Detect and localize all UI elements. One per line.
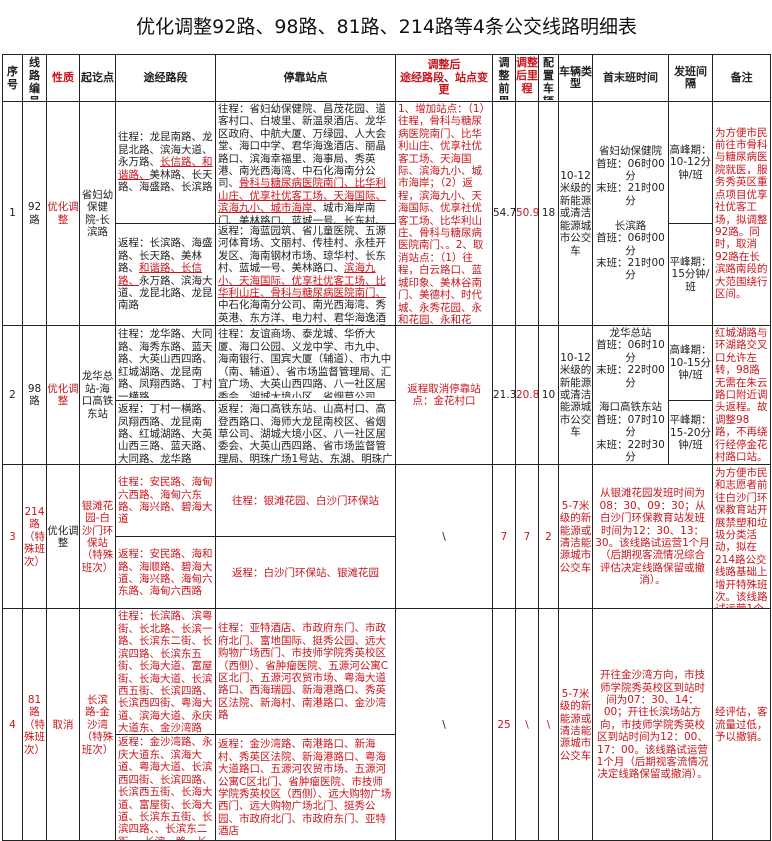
cell-remark: 为方便市民和志愿者前往白沙门环保教育站开展禁塑和垃圾分类活动，拟在214路公交线…	[711, 464, 772, 610]
cell-endpoints: 省妇幼保健院-长滨路	[79, 101, 116, 326]
cell-stops-back: 返程：金沙湾路、南港路口、新海村、秀英区法院、新海港路口、粤海大道路口、五源河农…	[215, 734, 396, 841]
cell-vehicle-type: 5-7米级的新能源或清洁能源城市公交车	[558, 464, 593, 610]
cell-remark: 为方便市民前往市骨科与糖尿病医院就医，服务秀英区重点项目优享社优客工场，拟调整9…	[711, 101, 772, 326]
cell-interval-off: 平峰期：15分钟/班	[668, 223, 713, 326]
header-row: 序号 线路编号 性质 起讫点 途经路段 停靠站点 调整后 途经路段、站点变更 调…	[2, 54, 772, 102]
cell-stops-back: 返程：海口高铁东站、山高村口、高登西路口、海师大龙昆南校区、省烟草公司、湖城大境…	[215, 399, 396, 466]
header-interval: 发班间隔	[668, 54, 713, 102]
cell-nature: 优化调整	[46, 464, 80, 610]
header-route: 途经路段	[115, 54, 216, 102]
cell-len-before: 54.73	[492, 101, 516, 326]
cell-len-after: 50.93	[515, 101, 539, 326]
cell-vehicles: 10	[538, 324, 559, 466]
cell-stops-out: 往程：亚特酒店、市政府东门、市政府北门、富地国际、挺秀公园、远大购物广场西门、市…	[215, 608, 396, 736]
header-vehicles: 配置车辆	[538, 54, 559, 102]
cell-vehicle-type: 10-12米级的新能源或清洁能源城市公交车	[558, 324, 593, 466]
cell-len-after: 20.81	[515, 324, 539, 466]
cell-times: 开往金沙湾方向，市技师学院秀英校区到站时间为07：30、14：00；开往长滨场站…	[592, 608, 713, 841]
cell-vehicles: \	[538, 608, 559, 841]
cell-nature: 优化调整	[46, 324, 80, 466]
table-row: 3 214路（特殊班次） 优化调整 银滩花园-白沙门环保站（特殊班次） 往程：安…	[2, 464, 772, 610]
cell-endpoints: 银滩花园-白沙门环保站（特殊班次）	[79, 464, 116, 610]
cell-nature: 优化调整	[46, 101, 80, 326]
cell-adjust: \	[395, 464, 493, 610]
header-len-before: 调整前里程	[492, 54, 516, 102]
cell-len-after: \	[515, 608, 539, 841]
cell-interval-off: 平峰期：15-20分钟/班	[668, 399, 713, 466]
table-row-return: 返程：长滨路、海盛路、长天路、美林路、和谐路、长信路、永万路、滨海大道、龙昆北路…	[3, 223, 771, 326]
cell-line: 81路（特殊班次）	[22, 608, 47, 841]
cell-len-after: 7	[515, 464, 539, 610]
header-remark: 备注	[711, 54, 772, 102]
cell-route-back: 返程：金沙湾路、永庆大道东、滨海大道、粤海大道、长滨西四街、长滨四路、长滨西五街…	[115, 734, 216, 841]
cell-endpoints: 龙华总站-海口高铁东站	[79, 324, 116, 466]
table-row: 1 92路 优化调整 省妇幼保健院-长滨路 往程：龙昆南路、龙昆北路、滨海大道、…	[2, 101, 772, 326]
cell-route-back: 返程：丁村一横路、凤翔西路、龙昆南路、红城湖路、大英山西三路、蓝天路、大同路、龙…	[115, 399, 216, 466]
cell-times: 龙华总站 首班：06时10分 末班：22时00分 海口高铁东站 首班：07时10…	[592, 324, 669, 466]
header-len-after: 调整后里程	[515, 54, 539, 102]
table-row-return: 返程：丁村一横路、凤翔西路、龙昆南路、红城湖路、大英山西三路、蓝天路、大同路、龙…	[3, 399, 771, 466]
header-stops: 停靠站点	[215, 54, 396, 102]
header-vehicle-type: 车辆类型	[558, 54, 593, 102]
table-row-return: 返程：安民路、海和路、海顺路、碧海大道、海兴路、海甸六东路、海甸六西路 返程：白…	[3, 536, 771, 610]
cell-len-before: 25	[492, 608, 516, 841]
cell-route-back: 返程：长滨路、海盛路、长天路、美林路、和谐路、长信路、永万路、滨海大道、龙昆北路…	[115, 223, 216, 326]
cell-vehicles: 2	[538, 464, 559, 610]
cell-vehicles: 18	[538, 101, 559, 326]
header-nature: 性质	[46, 54, 80, 102]
header-times: 首末班时间	[592, 54, 669, 102]
cell-times: 从银滩花园发班时间为08：30、09：30；从白沙门环保教育站发班时间为12：3…	[592, 464, 713, 610]
cell-route-out: 往程：龙昆南路、龙昆北路、滨海大道、永万路、长信路、和谐路、美林路、长天路、海盛…	[115, 101, 216, 224]
cell-line: 92路	[22, 101, 47, 326]
header-seq: 序号	[2, 54, 23, 102]
cell-line: 214路（特殊班次）	[22, 464, 47, 610]
cell-route-out: 往程：长滨路、滨粤街、长北路、长滨一路、长滨东二街、长滨四路、长滨东五街、长海大…	[115, 608, 216, 736]
table-title: 优化调整92路、98路、81路、214路等4条公交线路明细表	[2, 0, 771, 55]
cell-line: 98路	[22, 324, 47, 466]
cell-endpoints: 长滨路-金沙湾（特殊班次）	[79, 608, 116, 841]
cell-seq: 1	[2, 101, 23, 326]
cell-seq: 3	[2, 464, 23, 610]
cell-stops-back: 返程：海蓝园筑、省儿童医院、五源河体育场、文丽村、传桂村、永桂开发区、海南钢材市…	[215, 223, 396, 326]
cell-route-out: 往程：安民路、海甸六西路、海甸六东路、海兴路、碧海大道	[115, 464, 216, 538]
cell-route-back: 返程：安民路、海和路、海顺路、碧海大道、海兴路、海甸六东路、海甸六西路	[115, 536, 216, 610]
cell-route-out: 往程：龙华路、大同路、海秀东路、蓝天路、大英山西四路、红城湖路、龙昆南路、凤翔西…	[115, 325, 216, 401]
header-line: 线路编号	[22, 54, 47, 102]
cell-stops-out: 往程：省妇幼保健院、昌茂花园、道客村口、白坡里、新温泉酒店、龙华区政府、中航大厦…	[215, 101, 396, 224]
cell-remark: 红城湖路与环湖路交叉口允许左转，98路无需在朱云路口附近调头返程。故调整98路，…	[711, 324, 772, 466]
cell-remark: 经评估，客流量过低，予以撤销。	[711, 608, 772, 841]
header-endpoints: 起讫点	[79, 54, 116, 102]
table-row: 2 98路 优化调整 龙华总站-海口高铁东站 往程：龙华路、大同路、海秀东路、蓝…	[2, 324, 772, 466]
cell-len-before: 7	[492, 464, 516, 610]
cell-nature: 取消	[46, 608, 80, 841]
table-row: 4 81路（特殊班次） 取消 长滨路-金沙湾（特殊班次） 往程：长滨路、滨粤街、…	[2, 608, 772, 841]
cell-interval-peak: 高峰期：10-12分钟/班	[668, 101, 713, 224]
table-row-return: 返程：金沙湾路、永庆大道东、滨海大道、粤海大道、长滨西四街、长滨四路、长滨西五街…	[3, 734, 771, 841]
cell-seq: 4	[2, 608, 23, 841]
cell-adjust: \	[395, 608, 493, 841]
header-adjust: 调整后 途经路段、站点变更	[395, 54, 493, 102]
cell-interval-peak: 高峰期：10-15分钟/班	[668, 325, 713, 401]
cell-len-before: 21.33	[492, 324, 516, 466]
cell-adjust: 1、增加站点：（1）往程，骨科与糖尿病医院南门、比华利山庄、优享社优客工场、天海…	[395, 101, 493, 326]
cell-adjust: 返程取消停靠站点：金花村口	[395, 324, 493, 466]
cell-stops-out: 往程：银滩花园、白沙门环保站	[215, 464, 396, 538]
cell-vehicle-type: 5-7米级的新能源或清洁能源城市公交车	[558, 608, 593, 841]
cell-seq: 2	[2, 324, 23, 466]
cell-stops-out: 往程：友谊商场、泰龙城、华侨大厦、海口公园、义龙中学、市九中、海南银行、国宾大厦…	[215, 325, 396, 401]
cell-times: 省妇幼保健院 首班：06时00分 末班：21时00分 长滨路 首班：06时00分…	[592, 101, 669, 326]
cell-vehicle-type: 10-12米级的新能源或清洁能源城市公交车	[558, 101, 593, 326]
cell-stops-back: 返程：白沙门环保站、银滩花园	[215, 536, 396, 610]
